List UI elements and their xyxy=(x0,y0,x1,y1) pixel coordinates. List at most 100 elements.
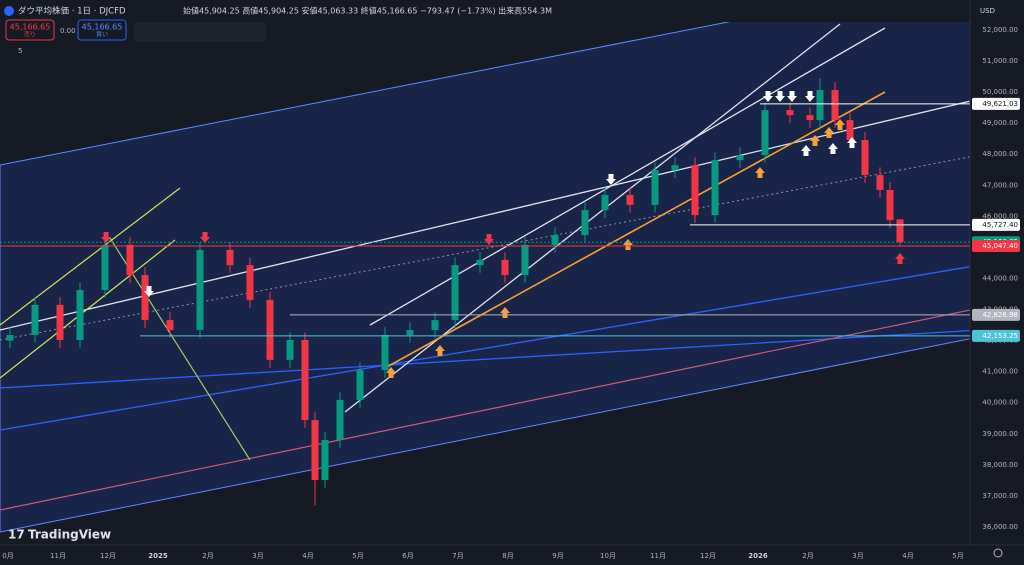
candle-body xyxy=(166,320,174,331)
arrow xyxy=(435,345,445,356)
arrow xyxy=(775,91,785,102)
candle-body xyxy=(651,170,659,205)
arrow xyxy=(805,91,815,102)
price-label: 42,826.98 xyxy=(982,311,1018,319)
candle-body xyxy=(101,244,109,290)
candle-body xyxy=(311,420,319,481)
y-tick-label: 41,000.00 xyxy=(982,368,1018,376)
brand-logo: 17 xyxy=(8,528,25,542)
arrow xyxy=(144,286,154,297)
sell-label: 売り xyxy=(24,31,36,39)
y-tick-label: 37,000.00 xyxy=(982,492,1018,500)
arrow xyxy=(755,167,765,178)
candle-body xyxy=(786,110,794,116)
arrow xyxy=(828,143,838,154)
spread: 0.00 xyxy=(60,27,76,35)
sell-price: 45,166.65 xyxy=(10,23,51,32)
price-label-box xyxy=(972,218,1020,231)
x-tick-label: 3月 xyxy=(852,552,863,560)
channel xyxy=(0,22,970,533)
candle-body xyxy=(141,275,149,321)
arrow xyxy=(895,253,905,264)
candle-body xyxy=(861,139,869,176)
candle-body xyxy=(301,339,309,421)
arrow xyxy=(847,137,857,148)
x-tick-label: 2026 xyxy=(748,552,768,560)
price-label-box xyxy=(972,239,1020,252)
x-tick-label: 0月 xyxy=(2,552,13,560)
symbol-icon xyxy=(4,6,14,16)
y-tick-label: 40,000.00 xyxy=(982,399,1018,407)
buy-label: 買い xyxy=(96,32,108,39)
sell-button[interactable] xyxy=(5,19,55,41)
candle-body xyxy=(581,210,589,235)
arrow xyxy=(606,174,616,185)
drawing-toolbar[interactable] xyxy=(134,22,266,42)
buy-button[interactable] xyxy=(77,19,127,41)
candle-body xyxy=(876,175,884,190)
x-tick-label: 2025 xyxy=(148,552,168,560)
candle-body xyxy=(356,370,364,400)
x-tick-label: 4月 xyxy=(902,552,913,560)
x-tick-label: 12月 xyxy=(100,552,116,560)
trend-line xyxy=(0,329,970,389)
candle-body xyxy=(761,110,769,156)
price-label-box xyxy=(972,329,1020,342)
y-tick-label: 52,000.00 xyxy=(982,26,1018,34)
candle-body xyxy=(431,320,439,331)
x-tick-label: 7月 xyxy=(452,552,463,560)
trend-line xyxy=(0,309,970,511)
y-tick-label: 38,000.00 xyxy=(982,461,1018,469)
price-label-box xyxy=(972,308,1020,321)
candle-body xyxy=(691,165,699,216)
settings-icon[interactable] xyxy=(993,548,1003,558)
x-tick-label: 3月 xyxy=(252,552,263,560)
trend-line xyxy=(344,23,841,413)
arrow xyxy=(763,91,773,102)
candle-body xyxy=(831,89,839,121)
x-tick-label: 12月 xyxy=(700,552,716,560)
candle-body xyxy=(76,289,84,340)
price-label: 49,621.03 xyxy=(982,100,1018,108)
candle-body xyxy=(31,304,39,336)
ohlc: 始値45,904.25 高値45,904.25 安値45,063.33 終値45… xyxy=(183,6,552,16)
candle-body xyxy=(321,439,329,481)
y-tick-label: 48,000.00 xyxy=(982,150,1018,158)
candle-body xyxy=(896,219,904,243)
candle-body xyxy=(806,115,814,121)
price-label: 45,727.40 xyxy=(982,221,1018,229)
y-tick-label: 49,000.00 xyxy=(982,119,1018,127)
candle-body xyxy=(501,259,509,276)
x-tick-label: 10月 xyxy=(600,552,616,560)
price-label: 45,047.40 xyxy=(982,242,1018,250)
candle-body xyxy=(336,399,344,440)
price-axis xyxy=(970,0,1024,545)
x-tick-label: 5月 xyxy=(952,552,963,560)
candle-body xyxy=(626,194,634,205)
candle-body xyxy=(886,189,894,221)
x-tick-label: 5月 xyxy=(352,552,363,560)
candle-body xyxy=(816,89,824,121)
candle-body xyxy=(56,304,64,340)
candle-body xyxy=(521,244,529,276)
trend-line xyxy=(0,266,970,431)
candle-body xyxy=(711,160,719,216)
symbol: ダウ平均株価 · 1日 · DJCFD xyxy=(18,6,126,17)
trend-line xyxy=(0,187,181,326)
x-tick-label: 9月 xyxy=(552,552,563,560)
arrow xyxy=(101,232,111,243)
candle-body xyxy=(451,265,459,321)
candles xyxy=(6,78,904,506)
candle-body xyxy=(246,265,254,300)
y-tick-label: 39,000.00 xyxy=(982,430,1018,438)
x-tick-label: 11月 xyxy=(650,552,666,560)
x-tick-label: 6月 xyxy=(402,552,413,560)
candle-body xyxy=(846,120,854,140)
x-tick-label: 4月 xyxy=(302,552,313,560)
brand: TradingView xyxy=(28,528,111,542)
x-tick-label: 11月 xyxy=(50,552,66,560)
currency: USD xyxy=(980,7,995,15)
indicator-count: 5 xyxy=(18,47,22,55)
y-tick-label: 46,000.00 xyxy=(982,212,1018,220)
